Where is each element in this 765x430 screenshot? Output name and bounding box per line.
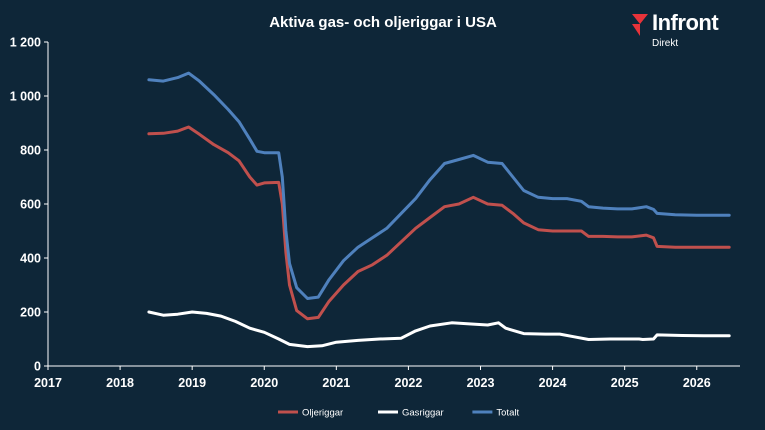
legend: Oljeriggar Gasriggar Totalt	[278, 408, 519, 419]
legend-label: Totalt	[496, 408, 519, 419]
x-tick-label: 2019	[178, 376, 206, 390]
y-tick-label: 400	[20, 252, 41, 266]
plot-area: 0 200 400 600 800 1 000 1 200 2017 2018 2019 2020 2…	[10, 36, 740, 390]
x-tick-label: 2025	[611, 376, 639, 390]
y-tick-label: 1 200	[10, 36, 41, 50]
x-tick-label: 2018	[106, 376, 134, 390]
x-tick-label: 2021	[322, 376, 350, 390]
brand-name: Infront	[652, 10, 719, 35]
chart-title: Aktiva gas- och oljeriggar i USA	[269, 14, 497, 31]
x-tick-label: 2024	[539, 376, 567, 390]
x-tick-label: 2023	[467, 376, 495, 390]
y-tick-label: 600	[20, 198, 41, 212]
x-tick-label: 2026	[683, 376, 711, 390]
series-line-totalt	[147, 71, 731, 300]
y-tick-label: 0	[34, 360, 41, 374]
x-tick-label: 2020	[250, 376, 278, 390]
series-line-oljeriggar	[147, 125, 731, 321]
legend-label: Gasriggar	[402, 408, 444, 419]
y-tick-label: 200	[20, 306, 41, 320]
brand-logo: Infront Direkt	[630, 8, 750, 56]
y-tick-label: 1 000	[10, 90, 41, 104]
series-line-gasriggar	[147, 310, 731, 349]
x-tick-label: 2022	[395, 376, 423, 390]
logo-mark-icon	[632, 14, 648, 36]
brand-subtitle: Direkt	[652, 38, 679, 49]
legend-label: Oljeriggar	[302, 408, 343, 419]
x-tick-label: 2017	[34, 376, 62, 390]
y-tick-label: 800	[20, 144, 41, 158]
